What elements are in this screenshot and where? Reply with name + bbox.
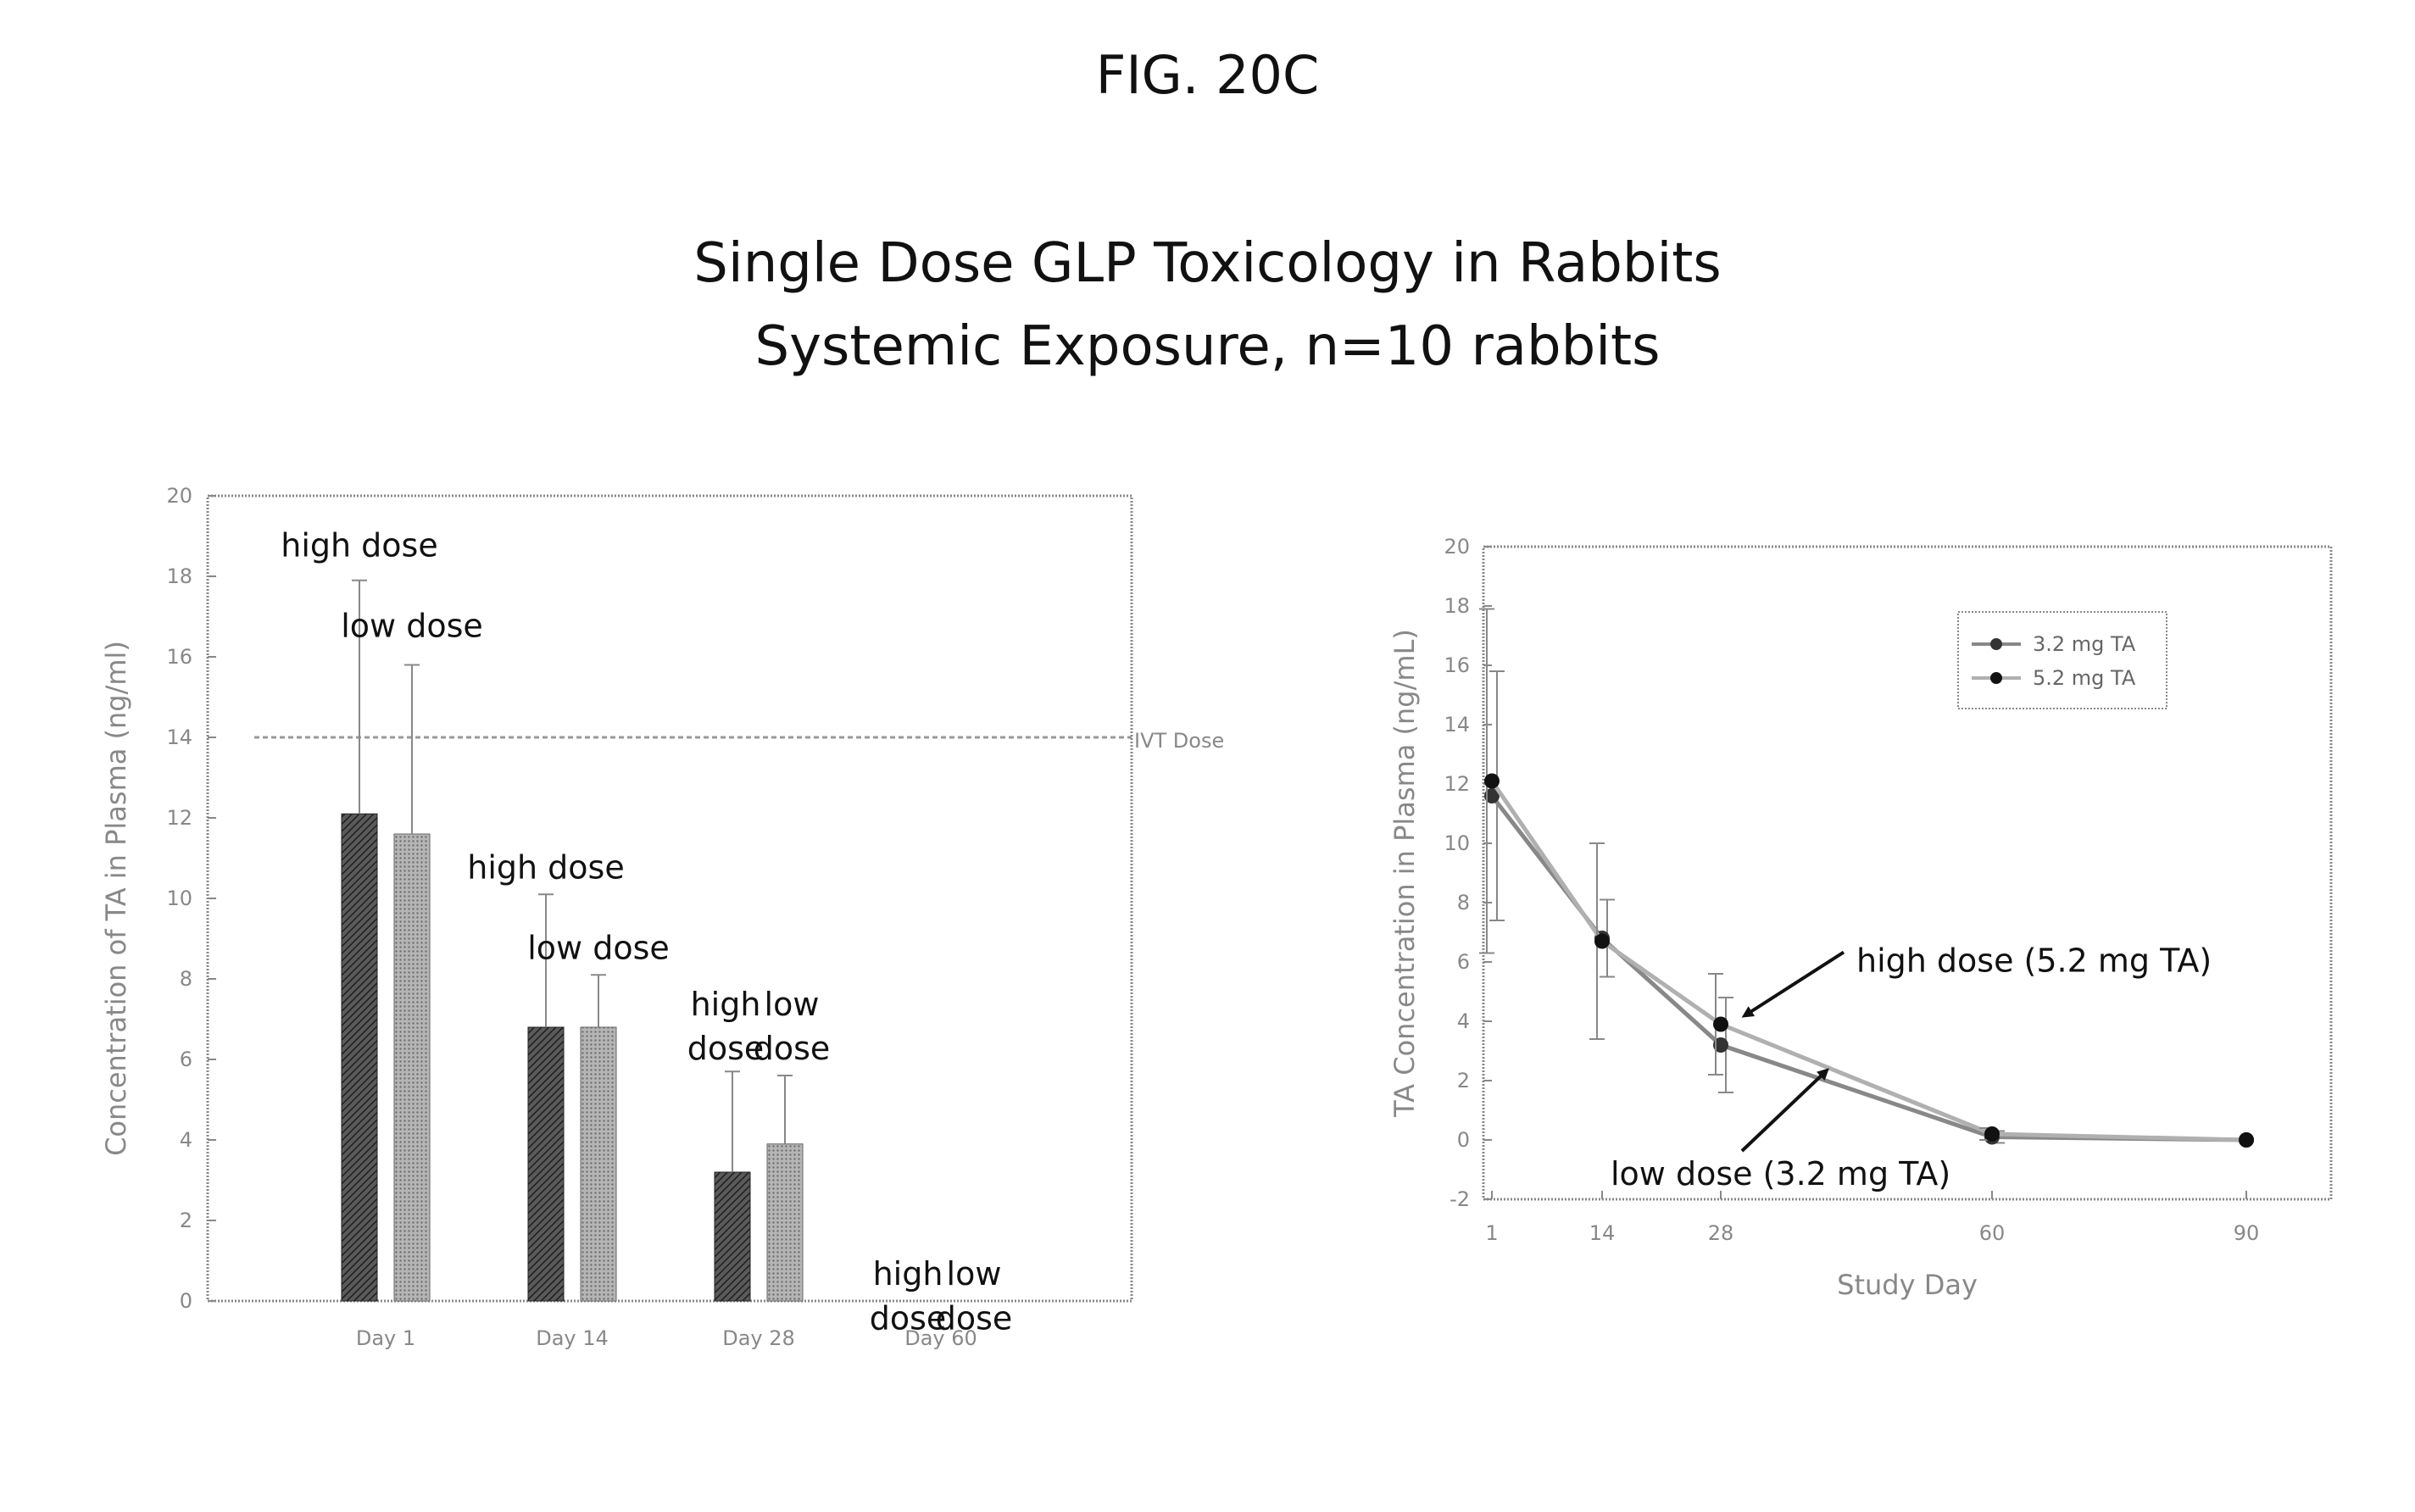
bar-annotation: low dose bbox=[527, 929, 670, 966]
bar-annotation: high dose bbox=[467, 848, 624, 886]
bar-y-axis-label: Concentration of TA in Plasma (ng/ml) bbox=[100, 641, 132, 1156]
bar-annotation: dose bbox=[754, 1030, 831, 1067]
line-y-tick-label: -2 bbox=[1450, 1187, 1470, 1211]
bar-y-tick-label: 10 bbox=[166, 887, 192, 910]
legend-label: 5.2 mg TA bbox=[2033, 666, 2136, 690]
legend-swatch-marker bbox=[1990, 672, 2002, 684]
line-y-tick-label: 6 bbox=[1457, 950, 1470, 974]
bar bbox=[394, 834, 430, 1301]
line-x-tick-label: 28 bbox=[1708, 1221, 1734, 1245]
line-y-tick-label: 2 bbox=[1457, 1069, 1470, 1092]
bar-x-tick-label: Day 14 bbox=[536, 1326, 609, 1350]
legend-box bbox=[1958, 612, 2167, 709]
bar-y-tick-label: 20 bbox=[166, 484, 192, 508]
bar-y-tick-label: 6 bbox=[180, 1048, 192, 1071]
legend-label: 3.2 mg TA bbox=[2033, 632, 2136, 656]
bar-y-tick-label: 4 bbox=[180, 1128, 192, 1152]
bar bbox=[342, 814, 377, 1301]
line-y-tick-label: 14 bbox=[1444, 713, 1470, 737]
bar-annotation: dose bbox=[936, 1299, 1013, 1337]
reference-line-label: IVT Dose bbox=[1134, 729, 1224, 753]
bar-y-tick-label: 8 bbox=[180, 967, 192, 991]
series-point bbox=[1984, 1126, 2000, 1142]
line-chart: -2 0 2 4 6 8 10 12 14 16 18 20 1 14 28 60 90 Study Day TA … bbox=[1388, 535, 2331, 1301]
line-annotation: high dose (5.2 mg TA) bbox=[1856, 942, 2212, 980]
series-point bbox=[1594, 934, 1610, 949]
bar bbox=[767, 1144, 803, 1301]
bar-y-tick-label: 12 bbox=[166, 806, 192, 830]
annotation-arrow bbox=[1742, 1070, 1827, 1151]
bar-y-tick-label: 2 bbox=[180, 1209, 192, 1232]
bar-annotation: dose bbox=[870, 1299, 947, 1337]
series-point bbox=[1484, 774, 1500, 789]
line-y-tick-label: 12 bbox=[1444, 772, 1470, 796]
line-y-tick-label: 16 bbox=[1444, 653, 1470, 677]
series-point bbox=[2239, 1132, 2254, 1148]
annotation-arrow bbox=[1744, 953, 1844, 1016]
bar-x-tick-label: Day 28 bbox=[722, 1326, 795, 1350]
line-y-axis-label: TA Concentration in Plasma (ng/mL) bbox=[1388, 629, 1421, 1118]
bar-annotation: dose bbox=[687, 1030, 765, 1067]
line-y-tick-label: 8 bbox=[1457, 891, 1470, 914]
bar-y-tick-label: 18 bbox=[166, 564, 192, 588]
line-x-tick-label: 90 bbox=[2234, 1221, 2260, 1245]
bar bbox=[528, 1027, 564, 1301]
bar-x-tick-label: Day 1 bbox=[356, 1326, 415, 1350]
bar bbox=[581, 1027, 616, 1301]
line-y-tick-label: 0 bbox=[1457, 1128, 1470, 1152]
bar-y-tick-label: 14 bbox=[166, 725, 192, 749]
bar bbox=[715, 1172, 750, 1301]
line-annotation: low dose (3.2 mg TA) bbox=[1611, 1155, 1950, 1192]
bar-annotation: high bbox=[691, 986, 761, 1023]
bar-annotation: high dose bbox=[281, 526, 437, 564]
legend-swatch-marker bbox=[1990, 638, 2002, 650]
bar-annotation: low dose bbox=[341, 607, 483, 644]
series-point bbox=[1713, 1017, 1728, 1032]
line-x-tick-label: 14 bbox=[1589, 1221, 1616, 1245]
line-y-tick-label: 10 bbox=[1444, 831, 1470, 855]
line-x-tick-label: 60 bbox=[1979, 1221, 2006, 1245]
bar-annotation: high bbox=[873, 1255, 943, 1292]
line-y-tick-label: 20 bbox=[1444, 535, 1470, 559]
bar-annotation: low bbox=[947, 1255, 1002, 1292]
line-x-tick-label: 1 bbox=[1485, 1221, 1498, 1245]
bar-annotation: low bbox=[765, 986, 820, 1023]
bar-chart: 0 2 4 6 8 10 12 14 16 18 20 IVT Dose Day 1 Day 14 Day … bbox=[100, 484, 1224, 1350]
line-y-tick-label: 4 bbox=[1457, 1009, 1470, 1033]
line-y-tick-label: 18 bbox=[1444, 594, 1470, 618]
line-x-axis-label: Study Day bbox=[1837, 1269, 1978, 1301]
bar-y-tick-label: 0 bbox=[180, 1289, 192, 1313]
bar-y-tick-label: 16 bbox=[166, 645, 192, 669]
